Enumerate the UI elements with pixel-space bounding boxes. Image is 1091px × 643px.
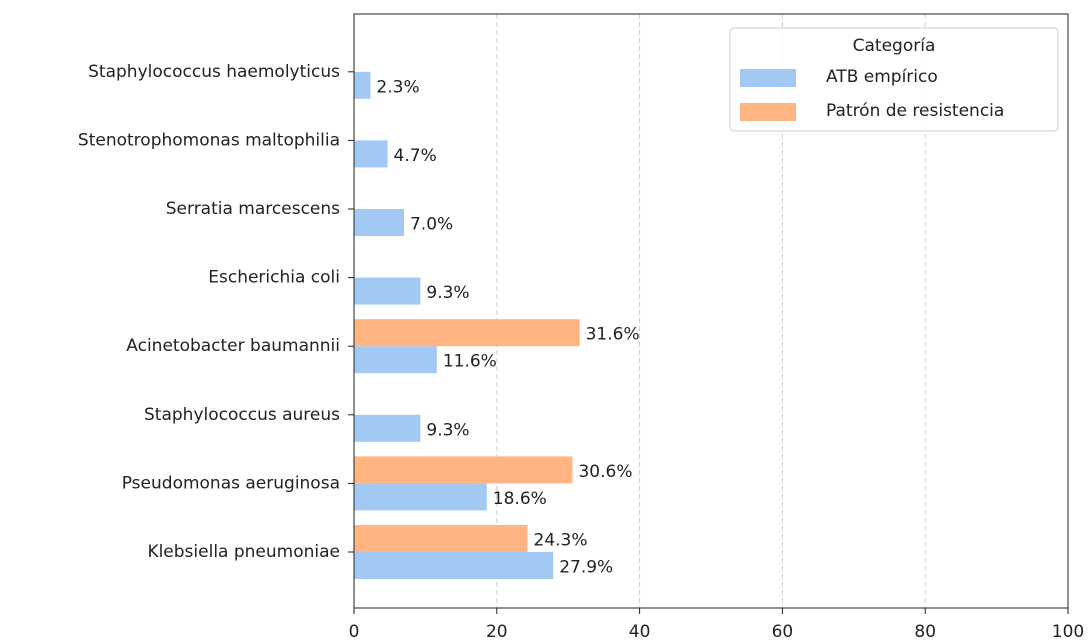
x-tick-label: 80 — [914, 622, 936, 642]
value-label: 4.7% — [394, 146, 437, 166]
value-label: 11.6% — [443, 352, 497, 372]
value-label: 7.0% — [410, 215, 453, 235]
legend-swatch — [740, 103, 796, 121]
legend-label: ATB empírico — [826, 67, 938, 87]
y-tick-label: Escherichia coli — [208, 268, 340, 288]
bar — [354, 277, 421, 305]
value-label: 30.6% — [578, 462, 632, 482]
value-label: 9.3% — [426, 283, 469, 303]
plot-frame — [353, 13, 1069, 609]
bar — [354, 71, 371, 99]
y-tick-label: Staphylococcus haemolyticus — [88, 62, 340, 82]
y-tick-label: Serratia marcescens — [166, 199, 340, 219]
x-tick-label: 0 — [349, 622, 360, 642]
legend: Categoría ATB empírico Patrón de resisten… — [729, 27, 1059, 132]
legend-swatch — [740, 69, 796, 87]
y-tick-label: Acinetobacter baumannii — [126, 336, 340, 356]
y-tick-label: Pseudomonas aeruginosa — [122, 473, 340, 493]
x-tick-label: 40 — [629, 622, 651, 642]
bar — [354, 525, 528, 552]
x-tick-label: 100 — [1052, 622, 1084, 642]
bar — [354, 414, 421, 442]
value-label: 27.9% — [559, 558, 613, 578]
value-label: 9.3% — [426, 420, 469, 440]
y-tick-label: Staphylococcus aureus — [144, 405, 340, 425]
legend-title: Categoría — [853, 36, 936, 56]
value-label: 31.6% — [586, 325, 640, 345]
legend-label: Patrón de resistencia — [826, 101, 1004, 121]
x-tick-label: 60 — [772, 622, 794, 642]
bar — [354, 552, 554, 579]
y-tick-label: Klebsiella pneumoniae — [147, 542, 340, 562]
bar — [354, 209, 404, 236]
value-label: 24.3% — [534, 531, 588, 551]
bar — [354, 346, 437, 374]
value-label: 2.3% — [376, 77, 419, 97]
bar — [354, 456, 573, 484]
bar — [354, 140, 388, 168]
y-tick-label: Stenotrophomonas maltophilia — [78, 130, 340, 150]
bar — [354, 483, 487, 511]
x-tick-label: 20 — [486, 622, 508, 642]
legend-box — [729, 27, 1059, 132]
bar — [354, 319, 580, 347]
value-label: 18.6% — [493, 489, 547, 509]
